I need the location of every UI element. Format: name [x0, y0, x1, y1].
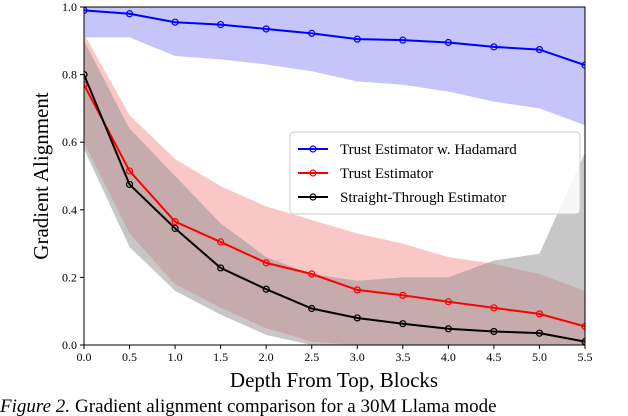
- legend-marker: [309, 145, 317, 153]
- legend-marker: [309, 193, 317, 201]
- point: [444, 38, 452, 47]
- point: [353, 314, 361, 322]
- point: [581, 338, 585, 345]
- x-tick-label: 1.5: [213, 350, 228, 364]
- point: [399, 36, 407, 44]
- x-tick-label: 1.0: [168, 350, 183, 364]
- error-band: [84, 7, 585, 126]
- point: [171, 218, 179, 226]
- point: [490, 43, 498, 51]
- x-tick-label: 2.0: [259, 350, 274, 364]
- y-tick-label: 0.8: [62, 68, 77, 82]
- point: [217, 20, 225, 29]
- point: [125, 180, 134, 189]
- point: [490, 327, 498, 336]
- x-tick-label: 0.0: [77, 350, 92, 364]
- x-tick-label: 5.5: [578, 350, 593, 364]
- caption-label: Figure 2.: [0, 396, 70, 416]
- series-line: [84, 74, 585, 343]
- x-tick-label: 4.0: [441, 350, 456, 364]
- point: [171, 18, 179, 26]
- point: [217, 238, 225, 246]
- x-axis-label: Depth From Top, Blocks: [230, 368, 438, 392]
- x-tick-label: 5.0: [532, 350, 547, 364]
- point: [581, 322, 585, 331]
- point: [171, 224, 179, 232]
- legend-label: Trust Estimator: [340, 166, 433, 182]
- point: [262, 285, 270, 293]
- legend-label: Trust Estimator w. Hadamard: [340, 142, 517, 158]
- x-tick-label: 4.5: [486, 350, 501, 364]
- legend-label: Straight-Through Estimator: [340, 190, 506, 206]
- point: [217, 264, 225, 272]
- point: [308, 29, 316, 37]
- point: [84, 81, 88, 89]
- point: [535, 45, 544, 54]
- series-line: [84, 9, 585, 67]
- legend-box: [289, 131, 581, 215]
- point: [84, 71, 88, 79]
- legend-marker: [309, 169, 317, 177]
- point: [535, 329, 544, 337]
- point: [262, 259, 270, 267]
- plot-frame: [83, 6, 586, 346]
- y-tick-label: 0.6: [62, 135, 77, 149]
- point: [308, 270, 316, 278]
- caption: Figure 2. Gradient alignment comparison f…: [0, 396, 497, 416]
- point: [84, 7, 88, 14]
- point: [444, 298, 452, 306]
- error-band: [84, 40, 585, 345]
- point: [581, 61, 585, 69]
- point: [308, 304, 316, 313]
- y-tick-label: 1.0: [62, 0, 77, 14]
- x-tick-label: 2.5: [304, 350, 319, 364]
- y-tick-label: 0.0: [62, 338, 77, 352]
- point: [399, 320, 407, 328]
- series-line: [84, 84, 585, 328]
- point: [262, 25, 270, 33]
- y-tick-label: 0.4: [62, 203, 77, 217]
- point: [125, 167, 134, 175]
- point: [444, 325, 452, 333]
- point: [353, 35, 361, 43]
- x-tick-label: 3.0: [350, 350, 365, 364]
- point: [535, 310, 544, 318]
- point: [399, 291, 407, 299]
- point: [125, 10, 134, 18]
- x-tick-label: 3.5: [395, 350, 410, 364]
- point: [490, 304, 498, 312]
- point: [353, 286, 361, 294]
- x-tick-label: 0.5: [122, 350, 137, 364]
- y-tick-label: 0.2: [62, 270, 77, 284]
- y-axis-label: Gradient Alignment: [29, 92, 53, 260]
- caption-text: Gradient alignment comparison for a 30M …: [75, 396, 497, 416]
